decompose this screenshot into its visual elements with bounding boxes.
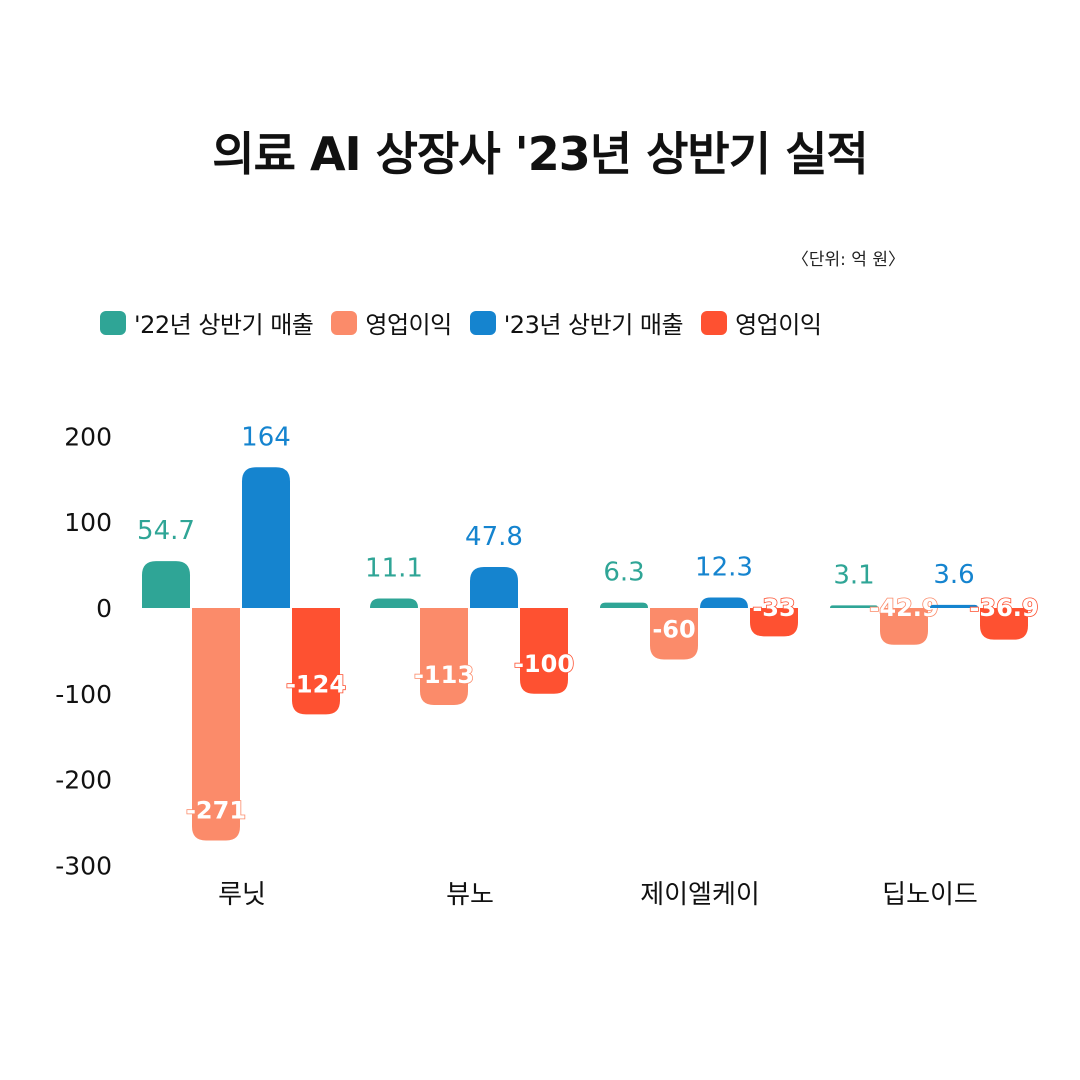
y-tick-label: 0 [96, 594, 112, 623]
legend-label-sales-2023: '23년 상반기 매출 [503, 311, 684, 339]
unit-note: 〈단위: 억 원〉 [791, 250, 905, 270]
data-label: 6.3 [603, 558, 644, 588]
legend-label-op-profit-2023: 영업이익 [735, 311, 822, 339]
category-label: 딥노이드 [882, 880, 978, 910]
bar [600, 602, 648, 608]
legend-swatch-sales-2023 [469, 310, 496, 335]
y-tick-label: -200 [55, 766, 112, 795]
bar [242, 467, 290, 608]
data-label: 54.7 [137, 516, 195, 546]
y-tick-label: 100 [64, 508, 112, 537]
data-label: 11.1 [365, 553, 423, 583]
data-label: -60 [652, 615, 695, 643]
bar [192, 608, 240, 841]
bar [750, 608, 798, 637]
data-label: -271 [186, 797, 246, 825]
data-label: -33 [752, 594, 795, 622]
bar [830, 605, 878, 608]
bar [930, 604, 978, 608]
chart-title: 의료 AI 상장사 '23년 상반기 실적 [212, 127, 868, 181]
bar [980, 608, 1028, 640]
bar [880, 608, 928, 645]
bar [520, 608, 568, 694]
legend-label-sales-2022: '22년 상반기 매출 [134, 311, 314, 339]
data-label: -113 [414, 661, 474, 689]
legend-label-op-profit-2022: 영업이익 [365, 311, 452, 339]
data-label: 3.1 [833, 560, 874, 590]
legend-swatch-op-profit-2023 [701, 310, 728, 335]
data-label: 3.6 [933, 560, 974, 590]
bar [370, 598, 418, 608]
legend-swatch-op-profit-2022 [331, 310, 358, 335]
bar [292, 608, 340, 715]
legend-item-op-profit-2023: 영업이익 [701, 305, 822, 340]
bar [700, 597, 748, 608]
legend-swatch-sales-2022 [100, 310, 126, 335]
data-label: -124 [286, 670, 346, 698]
legend-item-op-profit-2022: 영업이익 [331, 305, 452, 340]
category-label: 제이엘케이 [640, 880, 760, 910]
category-label: 뷰노 [446, 880, 494, 910]
data-label: -36.9 [969, 594, 1038, 622]
y-tick-label: -300 [55, 851, 112, 880]
data-label: -42.9 [869, 594, 938, 622]
data-label: 164 [241, 422, 291, 452]
data-label: 47.8 [465, 522, 523, 552]
bar [470, 566, 518, 608]
bar [142, 561, 190, 608]
y-tick-label: -100 [55, 680, 112, 709]
bar [650, 608, 698, 660]
data-label: -100 [514, 650, 574, 678]
legend-item-sales-2023: '23년 상반기 매출 [469, 305, 684, 340]
category-label: 루닛 [218, 880, 266, 910]
legend-item-sales-2022: '22년 상반기 매출 [100, 305, 314, 340]
legend: '22년 상반기 매출 영업이익 '23년 상반기 매출 영업이익 [100, 305, 839, 340]
data-label: 12.3 [695, 552, 753, 582]
bar [420, 608, 468, 705]
y-tick-label: 200 [64, 422, 112, 451]
